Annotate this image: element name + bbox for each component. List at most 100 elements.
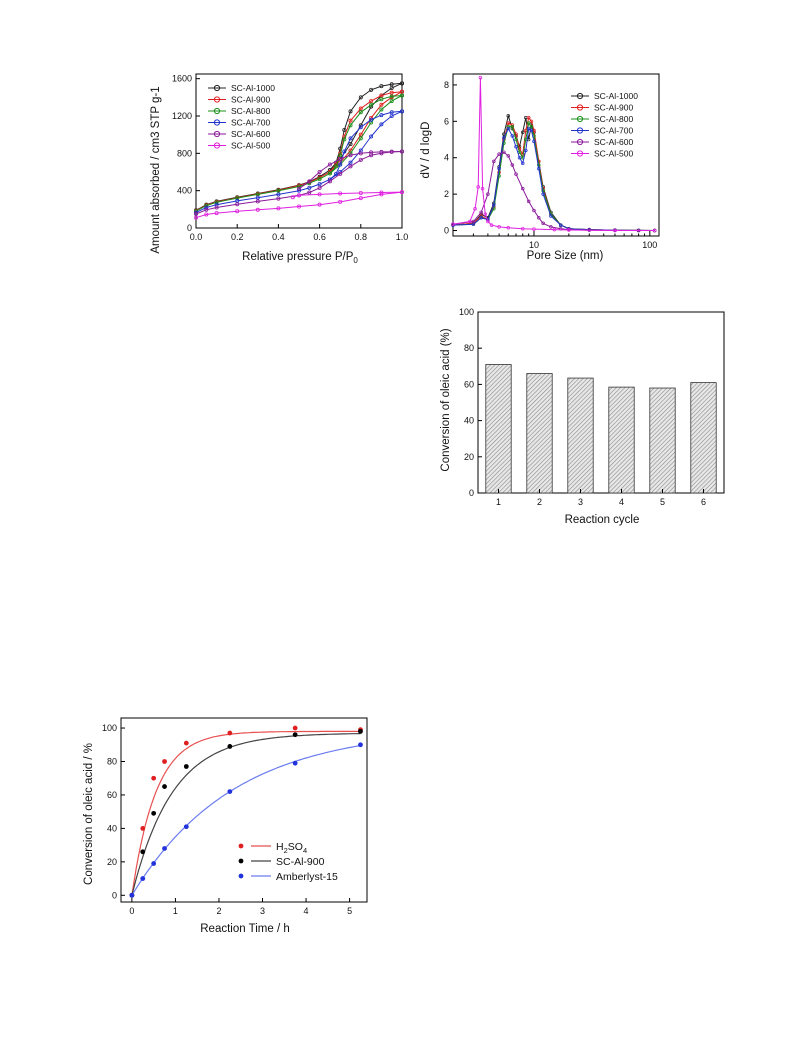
data-point [399, 109, 404, 114]
data-point [510, 134, 515, 138]
legend-marker [576, 138, 584, 146]
bar [690, 382, 717, 494]
data-point [358, 106, 363, 111]
data-point [358, 95, 363, 100]
data-point [520, 226, 525, 231]
data-point [389, 90, 394, 95]
y-axis-label: Amount absorbed / cm3 STP g-1 [150, 86, 162, 253]
data-point [276, 188, 281, 193]
data-point [502, 141, 506, 145]
data-point [532, 139, 536, 144]
x-axis-label: Reaction cycle [565, 514, 640, 526]
data-point [342, 137, 347, 142]
data-point [389, 99, 394, 104]
data-point [358, 132, 363, 137]
legend-label: SC-Al-500 [594, 149, 633, 159]
data-point [506, 121, 511, 125]
data-point [276, 196, 281, 201]
legend-marker [576, 127, 584, 134]
series-line-adsorption [195, 110, 403, 214]
data-point [379, 84, 384, 89]
data-point [479, 216, 483, 220]
legend-label: SC-Al-700 [594, 126, 633, 136]
data-point [162, 784, 167, 789]
data-point [369, 150, 374, 155]
data-point [506, 114, 511, 118]
legend-marker [238, 873, 244, 879]
data-point [510, 125, 515, 129]
x-axis-label: Reaction Time / h [200, 923, 289, 935]
isotherm-chart: Amount absorbed / cm3 STP g-1 0.0 0.2 0.4 0… [150, 73, 408, 265]
data-point [486, 192, 490, 196]
plot-frame [452, 73, 660, 237]
data-point [529, 128, 534, 133]
bar [526, 373, 553, 494]
data-point [399, 93, 404, 98]
data-point [194, 210, 199, 215]
data-point [296, 204, 301, 209]
legend-marker [213, 119, 221, 126]
bar [567, 377, 594, 494]
y-tick-label: 800 [177, 148, 192, 158]
plot-frame [477, 311, 725, 494]
data-point [183, 764, 189, 769]
data-point [389, 94, 394, 99]
x-tick-label: 6 [701, 497, 706, 507]
legend-label: SC-Al-600 [594, 137, 633, 147]
data-point [506, 226, 511, 230]
data-point [399, 81, 404, 86]
y-tick-label: 100 [102, 723, 117, 733]
data-point [526, 126, 531, 131]
data-point [151, 810, 157, 816]
data-point [379, 190, 384, 195]
data-point [214, 211, 219, 216]
data-point [502, 135, 506, 140]
data-point [296, 184, 301, 189]
x-tick-label: 0.0 [190, 232, 203, 242]
y-tick-label: 400 [177, 186, 192, 196]
data-point [342, 128, 347, 133]
data-point [524, 148, 528, 153]
data-point [140, 849, 146, 855]
x-axis-label: Pore Size (nm) [527, 250, 604, 262]
y-tick-label: 80 [107, 756, 117, 766]
data-point [520, 161, 525, 165]
data-point [214, 202, 219, 207]
data-point [162, 846, 167, 851]
data-point [532, 227, 536, 231]
data-point [348, 136, 353, 141]
legend-marker [576, 104, 584, 111]
x-tick-label: 0 [129, 906, 134, 916]
data-point [369, 102, 374, 107]
bar [485, 364, 512, 494]
series-line-desorption [329, 82, 403, 171]
data-point [379, 151, 384, 156]
data-point [151, 861, 157, 866]
data-point [317, 182, 322, 187]
data-point [497, 166, 501, 171]
legend-label: SC-Al-800 [231, 106, 270, 116]
y-axis-label: Conversion of oleic acid / % [83, 743, 95, 885]
data-point [379, 113, 384, 118]
data-point [348, 109, 353, 114]
data-point [204, 205, 209, 210]
data-point [506, 126, 511, 131]
data-point [480, 186, 485, 191]
bar [608, 386, 635, 494]
series-line-desorption [298, 151, 403, 190]
x-tick-label: 3 [578, 497, 583, 507]
data-point [526, 199, 531, 204]
legend-marker [576, 115, 584, 123]
legend-marker [213, 107, 221, 115]
data-point [338, 171, 343, 176]
data-point [358, 742, 363, 748]
data-point [369, 87, 374, 92]
data-point [379, 107, 384, 112]
x-tick-label: 4 [619, 497, 624, 507]
x-tick-label: 4 [304, 906, 309, 916]
data-point [129, 892, 135, 898]
data-point [369, 134, 374, 139]
series-line-adsorption [195, 151, 403, 215]
y-tick-label: 80 [464, 343, 474, 353]
data-point [549, 225, 553, 229]
